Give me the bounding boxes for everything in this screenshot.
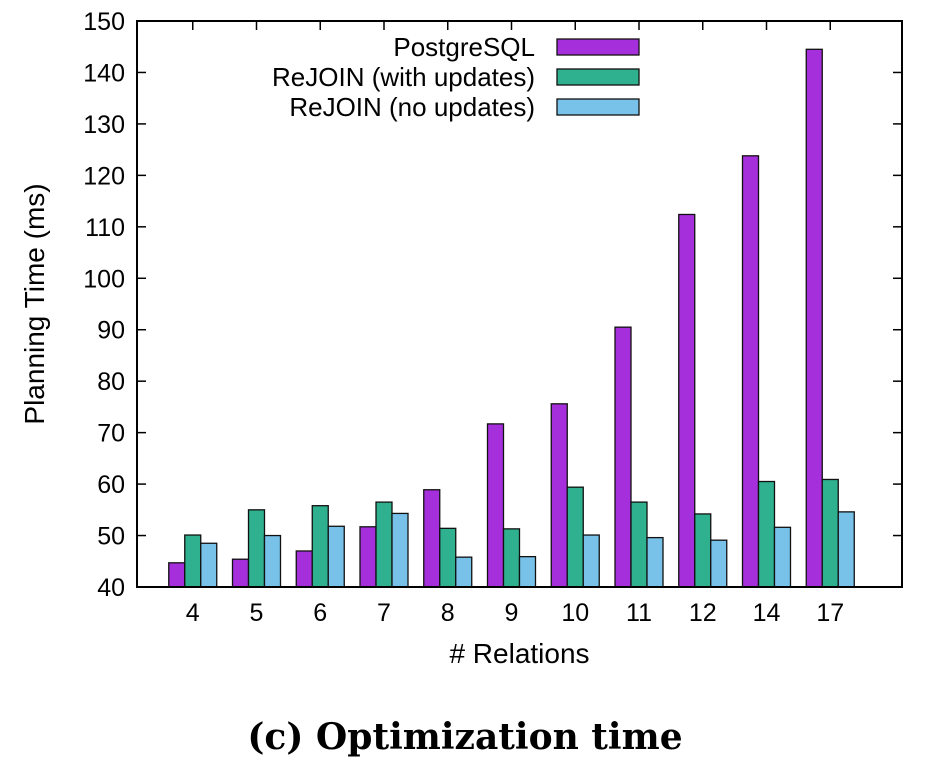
bar-rejoin-with-updates-5 (247, 509, 266, 588)
bar-rejoin-no-updates-11 (646, 536, 664, 588)
bar-postgresql-10 (550, 403, 568, 588)
x-tick-label: 10 (561, 599, 589, 627)
bar-rejoin-no-updates-5 (263, 534, 282, 588)
y-tick-label: 100 (83, 265, 125, 293)
bar-rejoin-no-updates-12 (710, 539, 728, 588)
bar-rejoin-with-updates-9 (502, 528, 521, 588)
bar-rejoin-no-updates-10 (582, 534, 600, 588)
x-tick-label: 14 (753, 599, 781, 627)
bar-postgresql-7 (359, 526, 377, 588)
y-tick-label: 150 (83, 8, 125, 36)
y-tick-label: 130 (83, 111, 125, 139)
bar-postgresql-5 (231, 558, 250, 588)
bar-postgresql-12 (678, 213, 696, 588)
legend-label: ReJOIN (with updates) (272, 62, 535, 92)
bar-rejoin-with-updates-12 (694, 513, 712, 588)
x-tick-label: 12 (689, 599, 717, 627)
bar-rejoin-no-updates-7 (391, 512, 409, 588)
legend-swatch (556, 68, 640, 86)
bar-rejoin-with-updates-17 (821, 478, 839, 588)
bar-rejoin-no-updates-17 (837, 511, 855, 588)
bar-rejoin-no-updates-14 (773, 526, 792, 588)
legend-label: PostgreSQL (393, 32, 535, 62)
bar-rejoin-with-updates-7 (375, 501, 393, 588)
bar-rejoin-with-updates-14 (757, 480, 776, 588)
legend-swatch (556, 98, 640, 116)
y-tick-label: 140 (83, 59, 125, 87)
x-axis-label: # Relations (449, 638, 589, 669)
bar-rejoin-with-updates-8 (439, 527, 457, 588)
y-tick-label: 40 (97, 574, 125, 602)
bar-postgresql-17 (805, 48, 823, 588)
x-tick-label: 5 (250, 599, 264, 627)
x-tick-label: 9 (505, 599, 519, 627)
bar-postgresql-11 (614, 326, 632, 588)
y-axis-label: Planning Time (ms) (19, 183, 50, 424)
y-tick-label: 80 (97, 368, 125, 396)
x-tick-label: 7 (377, 599, 391, 627)
bar-postgresql-9 (486, 423, 505, 588)
bar-rejoin-with-updates-11 (630, 501, 648, 588)
bar-postgresql-8 (423, 489, 441, 588)
y-tick-label: 90 (97, 317, 125, 345)
y-tick-label: 110 (85, 214, 125, 242)
bar-rejoin-with-updates-4 (184, 534, 202, 588)
y-tick-label: 120 (83, 162, 125, 190)
legend-label: ReJOIN (no updates) (289, 92, 535, 122)
x-tick-label: 11 (626, 599, 652, 627)
x-tick-label: 6 (313, 599, 327, 627)
legend-swatch (556, 38, 640, 56)
y-tick-label: 50 (97, 523, 125, 551)
bar-rejoin-no-updates-9 (518, 555, 537, 588)
x-tick-label: 17 (816, 599, 844, 627)
x-tick-label: 4 (186, 599, 200, 627)
bar-rejoin-no-updates-4 (200, 542, 218, 588)
y-tick-label: 70 (97, 420, 125, 448)
bar-postgresql-6 (295, 550, 313, 588)
y-tick-label: 60 (97, 471, 125, 499)
bar-rejoin-no-updates-6 (327, 525, 345, 588)
bar-chart: 40 50 60 70 80 90 100 110 120 130 140 150 4 5 6 7 8 9 10 1… (19, 8, 903, 669)
x-tick-label: 8 (441, 599, 455, 627)
bar-postgresql-4 (168, 562, 186, 588)
figure-caption: (c) Optimization time (247, 716, 683, 758)
plot-frame (136, 20, 903, 588)
bar-postgresql-14 (741, 155, 760, 588)
bar-rejoin-with-updates-10 (566, 486, 584, 588)
bar-rejoin-no-updates-8 (455, 556, 473, 588)
bar-rejoin-with-updates-6 (311, 505, 329, 588)
